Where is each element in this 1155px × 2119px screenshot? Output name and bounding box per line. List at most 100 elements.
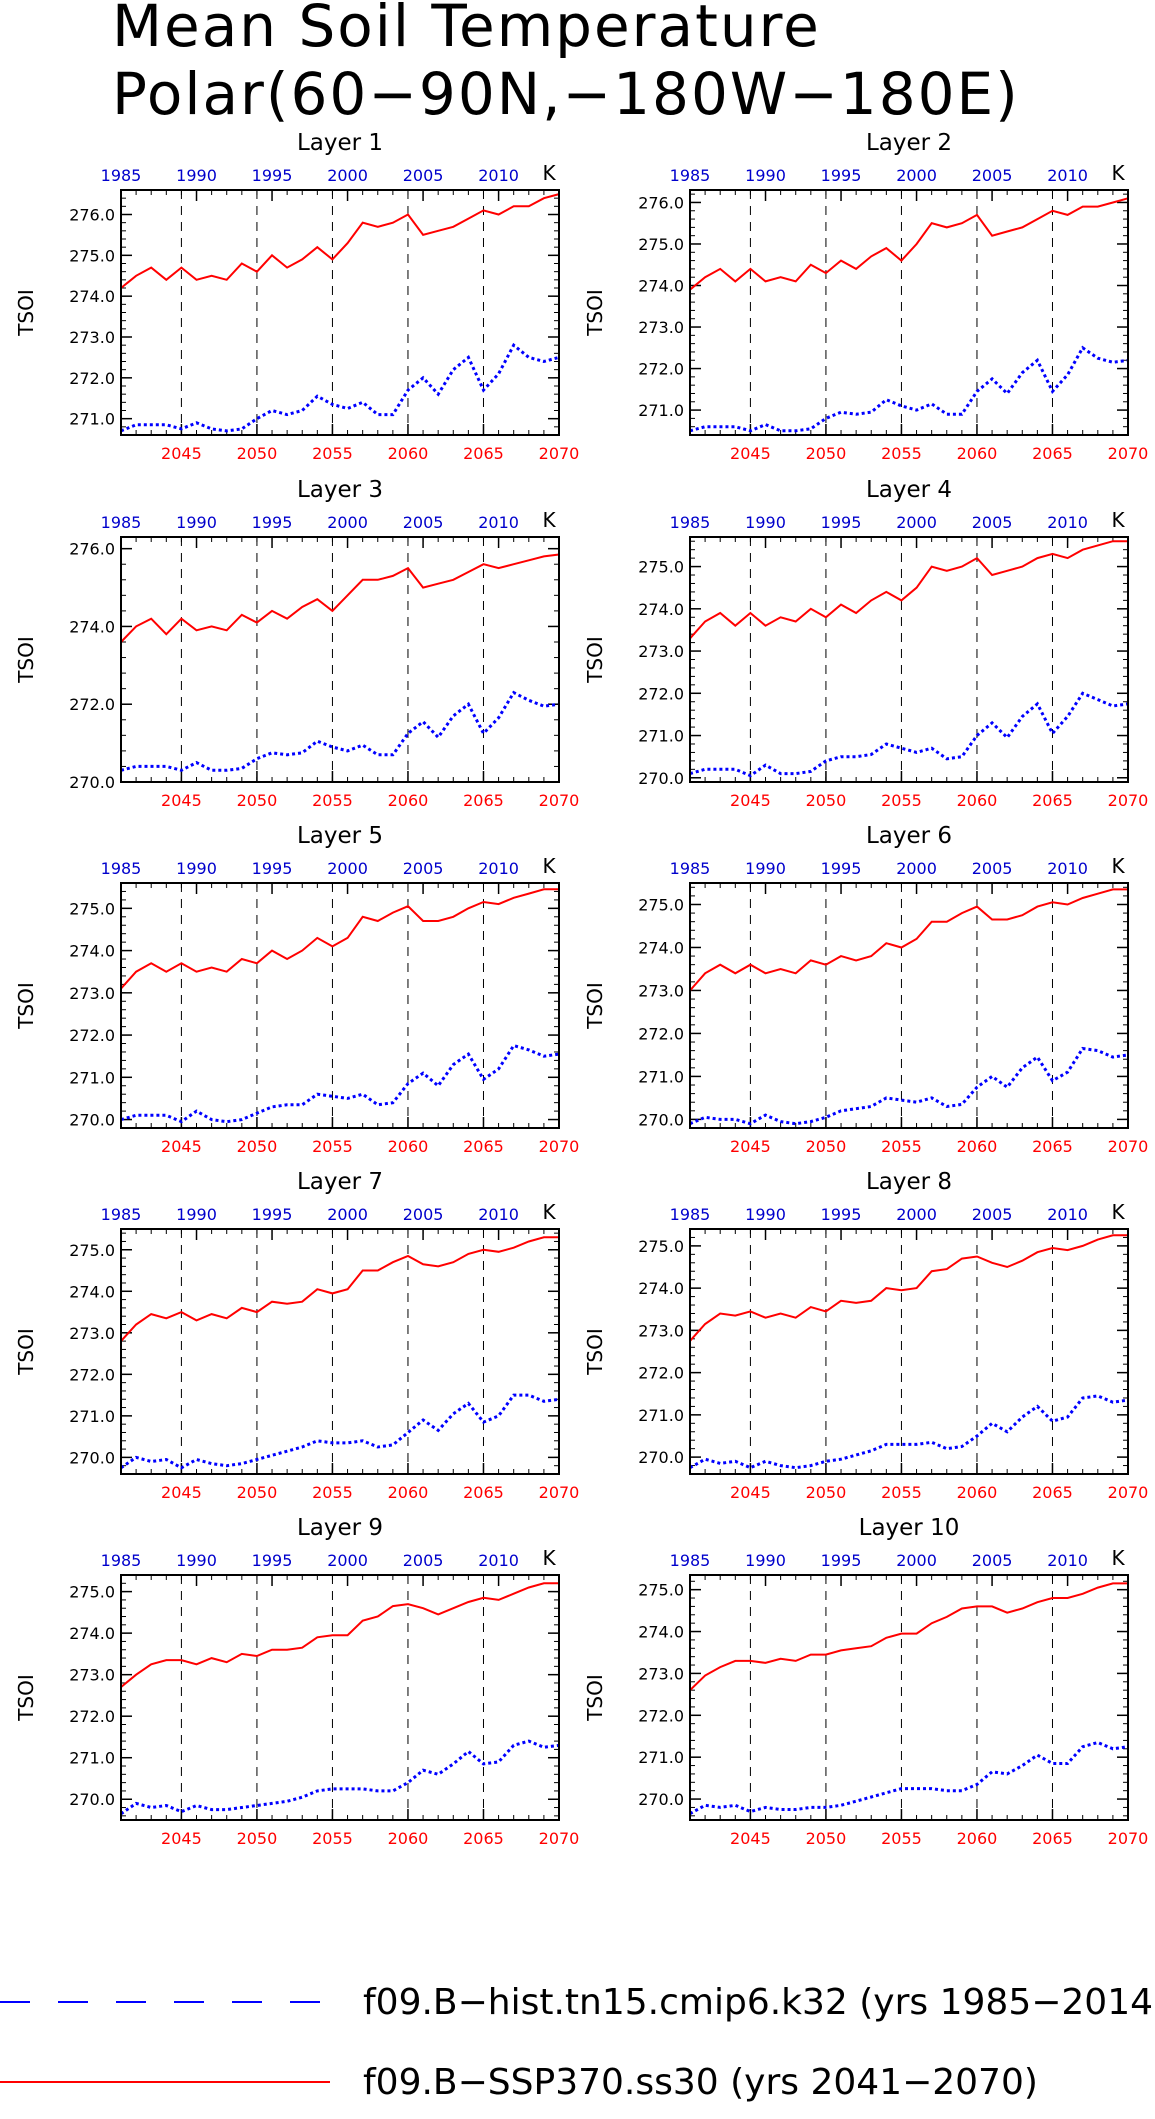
x-top-tick-label: 2010 <box>1047 1205 1088 1224</box>
panel-title: Layer 5 <box>297 823 383 849</box>
x-tick-label: 2070 <box>1108 1829 1149 1848</box>
y-axis-label: TSOI <box>14 982 38 1030</box>
x-tick-label: 2050 <box>806 1829 847 1848</box>
y-axis-label: TSOI <box>583 289 607 337</box>
x-top-tick-label: 2005 <box>972 513 1013 532</box>
units-label: K <box>1111 1546 1125 1570</box>
series-line-ssp370 <box>689 1582 1128 1691</box>
units-label: K <box>542 854 556 878</box>
x-tick-label: 2060 <box>388 1829 429 1848</box>
panel-layer-8: Layer 8 K TSOI 2045 2050 2055 2060 2065 2070 1985… <box>583 1169 1148 1502</box>
series-line-ssp370 <box>689 197 1129 291</box>
x-tick-label: 2060 <box>957 1137 998 1156</box>
y-axis-label: TSOI <box>14 289 38 337</box>
y-tick-label: 275.0 <box>69 246 115 265</box>
legend-label-ssp370: f09.B−SSP370.ss30 (yrs 2041−2070) <box>363 2062 1038 2103</box>
x-top-tick-label: 2010 <box>478 859 519 878</box>
y-tick-label: 272.0 <box>69 1707 115 1726</box>
x-tick-label: 2065 <box>1032 444 1073 463</box>
x-tick-label: 2055 <box>881 1829 922 1848</box>
y-tick-label: 273.0 <box>638 1664 684 1683</box>
panel-layer-3: Layer 3 K TSOI 2045 2050 2055 2060 2065 2070 1985… <box>14 477 579 810</box>
y-axis-label: TSOI <box>14 1674 38 1722</box>
x-tick-label: 2070 <box>1108 1137 1149 1156</box>
x-top-tick-label: 1995 <box>821 859 862 878</box>
x-top-tick-label: 1985 <box>670 166 711 185</box>
x-tick-label: 2045 <box>730 1483 771 1502</box>
series-line-ssp370 <box>689 1234 1128 1342</box>
plot-frame <box>689 1574 1129 1821</box>
y-tick-label: 274.0 <box>69 287 115 306</box>
main-title-line-2: Polar(60−90N,−180W−180E) <box>112 60 1020 128</box>
y-tick-label: 272.0 <box>638 360 684 379</box>
series-line-ssp370 <box>689 540 1128 640</box>
x-top-tick-label: 2000 <box>896 1551 937 1570</box>
x-top-tick-label: 2000 <box>327 1205 368 1224</box>
plot-frame <box>120 536 560 783</box>
y-tick-label: 270.0 <box>638 1790 684 1809</box>
plot-frame <box>120 882 560 1129</box>
y-axis-label: TSOI <box>583 636 607 684</box>
x-top-tick-label: 1990 <box>176 1551 217 1570</box>
y-tick-label: 274.0 <box>638 938 684 957</box>
series-line-hist <box>689 345 1129 433</box>
units-label: K <box>542 161 556 185</box>
series-line-ssp370 <box>120 193 560 289</box>
x-top-tick-label: 2005 <box>403 859 444 878</box>
x-tick-label: 2060 <box>388 791 429 810</box>
x-tick-label: 2065 <box>1032 1829 1073 1848</box>
x-top-tick-label: 1985 <box>670 1551 711 1570</box>
series-line-hist <box>120 1739 560 1816</box>
y-tick-label: 270.0 <box>638 1448 684 1467</box>
series-line-hist <box>120 342 560 433</box>
panel-title: Layer 6 <box>866 823 952 849</box>
x-tick-label: 2050 <box>806 444 847 463</box>
x-top-tick-label: 1990 <box>176 859 217 878</box>
y-tick-label: 274.0 <box>69 1282 115 1301</box>
x-tick-label: 2065 <box>463 1829 504 1848</box>
plot-frame <box>689 536 1129 783</box>
y-tick-label: 273.0 <box>69 984 115 1003</box>
x-tick-label: 2045 <box>161 1829 202 1848</box>
series-line-hist <box>120 1393 560 1470</box>
y-axis-label: TSOI <box>583 982 607 1030</box>
x-top-tick-label: 1985 <box>101 513 142 532</box>
x-tick-label: 2055 <box>881 791 922 810</box>
x-tick-label: 2060 <box>388 1483 429 1502</box>
x-top-tick-label: 2000 <box>327 859 368 878</box>
y-tick-label: 274.0 <box>69 1624 115 1643</box>
y-tick-label: 273.0 <box>69 1324 115 1343</box>
x-top-tick-label: 1990 <box>745 513 786 532</box>
x-top-tick-label: 1985 <box>101 859 142 878</box>
x-tick-label: 2065 <box>463 444 504 463</box>
x-tick-label: 2065 <box>463 791 504 810</box>
y-tick-label: 271.0 <box>638 401 684 420</box>
x-tick-label: 2055 <box>312 444 353 463</box>
plot-frame <box>689 189 1129 436</box>
x-top-tick-label: 1990 <box>745 1551 786 1570</box>
x-tick-label: 2060 <box>957 1829 998 1848</box>
y-tick-label: 271.0 <box>69 1749 115 1768</box>
x-top-tick-label: 2005 <box>972 1205 1013 1224</box>
x-top-tick-label: 1995 <box>252 1551 293 1570</box>
y-axis-label: TSOI <box>14 1328 38 1376</box>
x-tick-label: 2055 <box>881 1137 922 1156</box>
x-tick-label: 2070 <box>1108 791 1149 810</box>
x-top-tick-label: 1990 <box>745 859 786 878</box>
y-tick-label: 272.0 <box>69 1026 115 1045</box>
y-tick-label: 270.0 <box>69 1448 115 1467</box>
x-top-tick-label: 2005 <box>403 166 444 185</box>
y-tick-label: 275.0 <box>638 558 684 577</box>
series-line-hist <box>689 1394 1129 1470</box>
main-title-line-1: Mean Soil Temperature <box>112 0 821 60</box>
units-label: K <box>1111 854 1125 878</box>
x-tick-label: 2065 <box>1032 1483 1073 1502</box>
x-tick-label: 2045 <box>161 1137 202 1156</box>
panel-layer-5: Layer 5 K TSOI 2045 2050 2055 2060 2065 2070 1985… <box>14 823 579 1156</box>
y-tick-label: 274.0 <box>638 1279 684 1298</box>
y-tick-label: 275.0 <box>638 1581 684 1600</box>
x-top-tick-label: 1990 <box>176 513 217 532</box>
series-line-hist <box>689 691 1129 778</box>
panel-layer-10: Layer 10 K TSOI 2045 2050 2055 2060 2065 2070 198… <box>583 1515 1148 1848</box>
x-tick-label: 2060 <box>957 791 998 810</box>
